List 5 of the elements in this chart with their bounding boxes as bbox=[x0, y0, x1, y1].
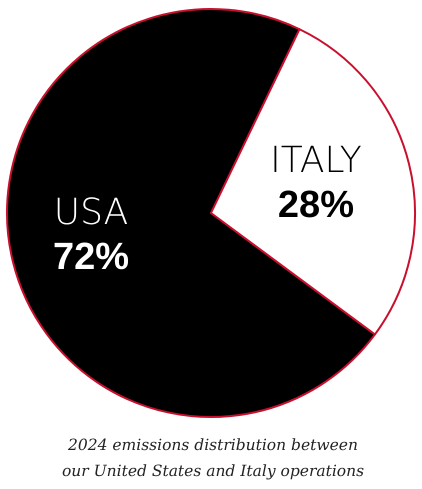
slice-label: USA bbox=[54, 192, 128, 233]
data-label: 28% bbox=[278, 184, 354, 226]
data-label: 72% bbox=[53, 236, 130, 278]
slice-label: ITALY bbox=[270, 140, 362, 182]
text: 2024 emissions distribution between our United States and Italy operations bbox=[62, 436, 364, 480]
